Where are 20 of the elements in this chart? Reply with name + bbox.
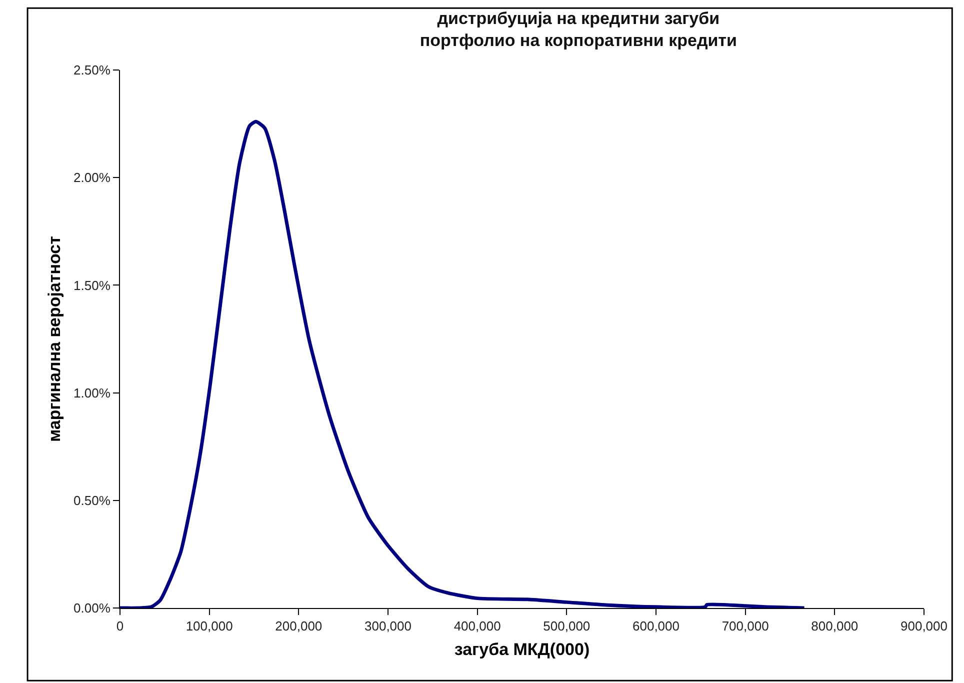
y-tick-label: 1.50%: [74, 278, 111, 293]
x-tick-label: 900,000: [900, 618, 948, 634]
x-tick-label: 300,000: [364, 618, 412, 634]
x-tick-label: 600,000: [632, 618, 680, 634]
x-tick-label: 800,000: [811, 618, 858, 634]
y-tick-label: 2.50%: [74, 62, 111, 78]
line-series: [120, 120, 806, 608]
chart-title: дистрибуција на кредитни загуби портфолио на корпоративни кредити: [420, 8, 737, 50]
x-tick-label: 0: [116, 618, 124, 634]
x-axis-title: загуба МКД(000): [454, 640, 590, 659]
x-tick-label: 400,000: [454, 618, 501, 634]
x-tick-label: 700,000: [722, 618, 769, 634]
x-tick-label: 200,000: [275, 618, 322, 634]
x-tick-label: 100,000: [186, 618, 233, 634]
y-tick-label: 2.00%: [74, 170, 111, 186]
y-tick-label: 1.00%: [74, 385, 111, 400]
y-tick-label: 0.50%: [74, 492, 111, 508]
y-axis-title: маргинална веројатност: [45, 236, 64, 442]
y-tick-label: 0.00%: [74, 600, 111, 616]
x-tick-label: 500,000: [543, 618, 590, 634]
